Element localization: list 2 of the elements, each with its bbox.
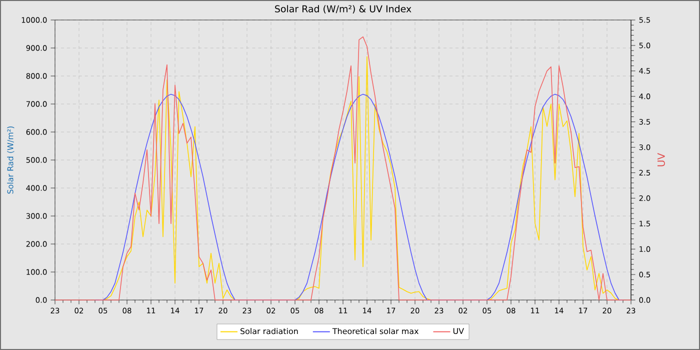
chart-title: Solar Rad (W/m²) & UV Index [275,5,412,14]
y2-axis-title: UV [658,153,665,166]
